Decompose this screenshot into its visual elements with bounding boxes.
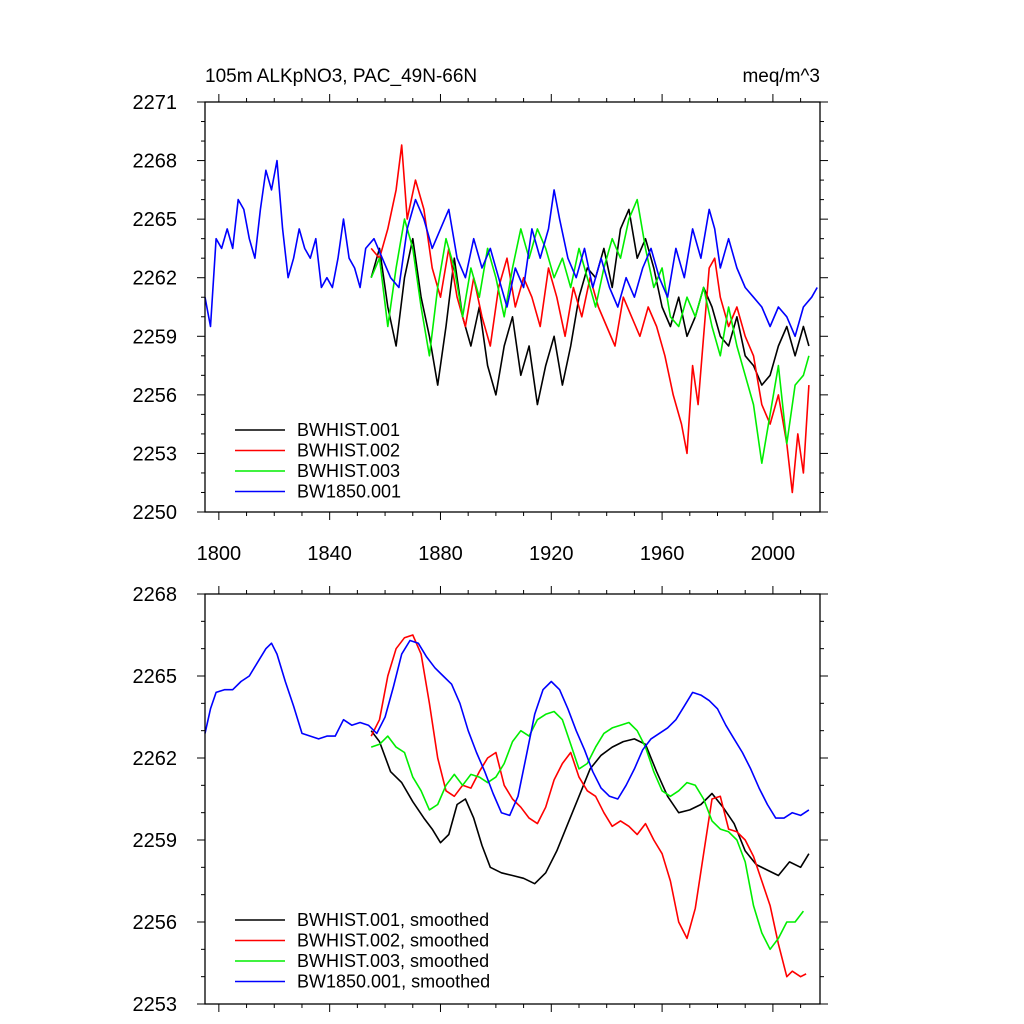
top-y-tick-label: 2256 — [133, 385, 178, 407]
top-y-tick-label: 2253 — [133, 443, 178, 465]
bottom-y-tick-label: 2268 — [133, 584, 178, 606]
top-series-line-1 — [370, 208, 810, 406]
top-legend-label: BWHIST.002 — [297, 441, 400, 461]
top-series-lines — [204, 144, 818, 494]
bottom-y-tick-label: 2253 — [133, 994, 178, 1016]
top-y-tick-label: 2250 — [133, 502, 178, 524]
bottom-series-line-1 — [370, 730, 810, 885]
top-series-line-3 — [370, 198, 810, 464]
top-chart-title-left: 105m ALKpNO3, PAC_49N-66N — [205, 66, 477, 87]
top-x-tick-label: 2000 — [751, 543, 796, 565]
bottom-legend-label: BWHIST.001, smoothed — [297, 910, 489, 930]
bottom-plot-frame — [204, 593, 821, 1005]
top-x-tick-label: 1840 — [307, 543, 352, 565]
bottom-y-tick-label: 2265 — [133, 666, 178, 688]
top-y-tick-label: 2268 — [133, 151, 178, 173]
top-y-tick-label: 2262 — [133, 268, 178, 290]
bottom-series-line-4 — [204, 639, 810, 819]
top-legend-label: BWHIST.001 — [297, 420, 400, 440]
bottom-y-tick-label: 2262 — [133, 748, 178, 770]
bottom-legend-label: BWHIST.003, smoothed — [297, 951, 489, 971]
top-axes: 2250 2253 2256 2259 2262 2265 2268 2271 1800 1840… — [133, 92, 828, 565]
top-plot-frame — [204, 101, 821, 513]
bottom-series-lines — [204, 634, 810, 978]
top-y-tick-label: 2259 — [133, 326, 178, 348]
top-y-tick-label: 2265 — [133, 209, 178, 231]
bottom-axes: 2253 2256 2259 2262 2265 2268 — [133, 584, 828, 1016]
bottom-legend-label: BW1850.001, smoothed — [297, 972, 490, 992]
top-legend-label: BW1850.001 — [297, 482, 401, 502]
top-chart-title-right: meq/m^3 — [742, 66, 820, 87]
top-series-line-4 — [204, 159, 818, 338]
top-panel: 105m ALKpNO3, PAC_49N-66N meq/m^3 225022… — [133, 66, 828, 565]
top-y-tick-label: 2271 — [133, 92, 178, 114]
top-x-tick-label: 1880 — [418, 543, 463, 565]
top-x-tick-label: 1800 — [197, 543, 242, 565]
bottom-y-tick-label: 2259 — [133, 830, 178, 852]
top-x-tick-label: 1920 — [529, 543, 574, 565]
bottom-series-line-2 — [370, 634, 807, 978]
top-legend-label: BWHIST.003 — [297, 461, 400, 481]
top-series-line-2 — [370, 144, 810, 494]
bottom-series-line-3 — [370, 710, 805, 951]
bottom-panel: 2253 2256 2259 2262 2265 2268 BWHIST.001, smo… — [133, 584, 828, 1016]
top-x-tick-label: 1960 — [640, 543, 685, 565]
bottom-legend-label: BWHIST.002, smoothed — [297, 931, 489, 951]
bottom-y-tick-label: 2256 — [133, 912, 178, 934]
